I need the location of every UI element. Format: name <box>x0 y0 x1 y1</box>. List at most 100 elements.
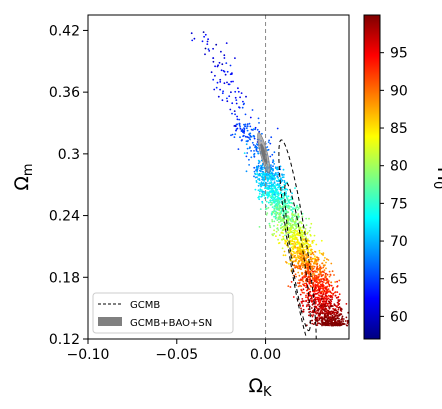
scatter-point <box>307 303 310 306</box>
scatter-point <box>308 311 310 313</box>
y-axis-ticks: 0.12 0.18 0.24 0.3 0.36 0.42 <box>49 23 88 348</box>
scatter-point <box>323 324 325 327</box>
scatter-point <box>215 86 218 89</box>
scatter-point <box>296 252 299 255</box>
scatter-point <box>287 223 290 226</box>
scatter-point <box>281 238 283 241</box>
scatter-point <box>191 39 194 42</box>
scatter-point <box>323 269 326 271</box>
scatter-point <box>316 289 318 292</box>
scatter-point <box>317 260 319 262</box>
scatter-point <box>238 122 241 125</box>
scatter-point <box>193 37 196 40</box>
scatter-point <box>331 323 333 326</box>
scatter-point <box>294 212 297 215</box>
scatter-point <box>286 239 289 242</box>
scatter-point <box>304 253 306 256</box>
scatter-point <box>330 318 333 321</box>
scatter-point <box>275 184 278 187</box>
scatter-point <box>282 168 285 171</box>
scatter-point <box>301 272 304 275</box>
scatter-point <box>255 143 258 146</box>
scatter-point <box>320 310 322 312</box>
scatter-point <box>279 204 281 207</box>
scatter-point <box>341 322 344 325</box>
scatter-point <box>221 92 224 95</box>
scatter-point <box>302 232 305 235</box>
scatter-point <box>300 222 303 225</box>
scatter-point <box>253 170 256 173</box>
scatter-point <box>317 322 320 325</box>
scatter-point <box>326 298 328 301</box>
scatter-point <box>285 232 288 235</box>
scatter-point <box>265 200 268 203</box>
scatter-point <box>277 193 280 196</box>
scatter-point <box>207 38 210 41</box>
scatter-point <box>292 296 295 298</box>
scatter-point <box>305 260 308 263</box>
scatter-point <box>311 240 314 243</box>
scatter-point <box>324 276 326 279</box>
scatter-point <box>287 231 290 234</box>
scatter-point <box>334 315 337 317</box>
scatter-point <box>337 319 339 322</box>
scatter-point <box>320 292 323 295</box>
scatter-point <box>302 276 304 279</box>
scatter-point <box>249 134 252 137</box>
scatter-point <box>266 212 269 215</box>
y-tick-label: 0.42 <box>49 23 80 39</box>
scatter-point <box>322 266 325 269</box>
scatter-point <box>337 308 340 311</box>
scatter-point <box>310 248 313 251</box>
scatter-point <box>266 146 269 148</box>
scatter-point <box>294 273 297 276</box>
y-tick-label: 0.24 <box>49 209 80 225</box>
scatter-point <box>240 129 243 132</box>
scatter-point <box>312 311 315 313</box>
scatter-point <box>234 125 237 128</box>
scatter-point <box>330 262 333 265</box>
scatter-point <box>302 235 305 238</box>
scatter-point <box>270 188 273 191</box>
scatter-point <box>334 319 336 321</box>
scatter-point <box>330 316 332 318</box>
scatter-point <box>314 319 317 322</box>
scatter-point <box>293 231 295 234</box>
scatter-point <box>293 234 295 237</box>
scatter-point <box>277 199 280 202</box>
scatter-point <box>336 310 339 313</box>
scatter-point <box>309 243 311 246</box>
scatter-point <box>291 250 294 253</box>
scatter-point <box>318 249 321 252</box>
scatter-point <box>328 302 331 304</box>
scatter-point <box>298 282 301 285</box>
scatter-point <box>306 283 308 286</box>
scatter-point <box>283 226 286 229</box>
scatter-point <box>265 187 268 190</box>
scatter-point <box>257 184 260 187</box>
colorbar-ticks: 60 65 70 75 80 85 90 95 <box>380 46 408 325</box>
scatter-point <box>298 274 301 277</box>
scatter-point <box>254 173 257 176</box>
scatter-point <box>290 235 293 238</box>
scatter-point <box>321 324 323 327</box>
scatter-point <box>281 247 284 250</box>
scatter-point <box>336 315 339 317</box>
scatter-point <box>309 258 312 260</box>
scatter-point <box>323 321 326 324</box>
scatter-point <box>249 125 252 128</box>
scatter-point <box>325 282 327 285</box>
scatter-point <box>281 223 283 225</box>
scatter-point <box>245 95 247 98</box>
scatter-point <box>304 276 306 279</box>
scatter-point <box>298 255 300 258</box>
scatter-point <box>324 306 327 308</box>
scatter-point <box>315 284 318 286</box>
scatter-point <box>273 220 276 223</box>
gcmb-contour-2sigma <box>278 139 317 339</box>
scatter-point <box>300 289 303 292</box>
scatter-point <box>283 250 286 253</box>
scatter-point <box>330 321 332 324</box>
scatter-point <box>306 304 309 306</box>
scatter-point <box>274 212 276 215</box>
